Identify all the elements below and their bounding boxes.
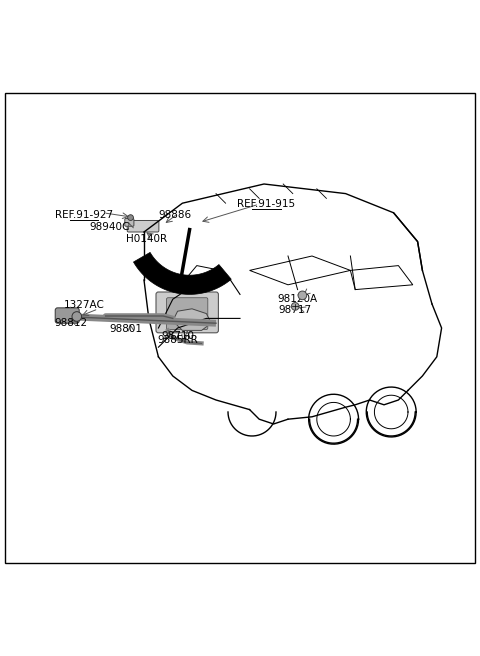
- Text: 98717: 98717: [278, 305, 312, 315]
- FancyBboxPatch shape: [55, 308, 79, 323]
- Text: REF.91-927: REF.91-927: [55, 210, 113, 220]
- Text: REF.91-915: REF.91-915: [237, 199, 296, 209]
- Text: H0140R: H0140R: [126, 234, 167, 244]
- Text: 98801: 98801: [109, 324, 142, 334]
- Text: 9885RR: 9885RR: [157, 335, 198, 344]
- FancyBboxPatch shape: [156, 292, 218, 333]
- Text: 98710: 98710: [161, 331, 194, 341]
- Polygon shape: [173, 309, 211, 331]
- Polygon shape: [133, 253, 231, 295]
- Circle shape: [298, 291, 307, 300]
- Circle shape: [291, 302, 299, 310]
- Text: 98886: 98886: [158, 210, 192, 220]
- Circle shape: [128, 215, 133, 220]
- Text: 98120A: 98120A: [277, 294, 318, 304]
- FancyBboxPatch shape: [127, 220, 159, 232]
- FancyBboxPatch shape: [167, 298, 208, 329]
- Circle shape: [72, 312, 82, 321]
- Text: 98812: 98812: [54, 318, 88, 328]
- Text: 1327AC: 1327AC: [63, 300, 105, 310]
- FancyBboxPatch shape: [125, 218, 134, 226]
- Text: 98940C: 98940C: [89, 222, 130, 232]
